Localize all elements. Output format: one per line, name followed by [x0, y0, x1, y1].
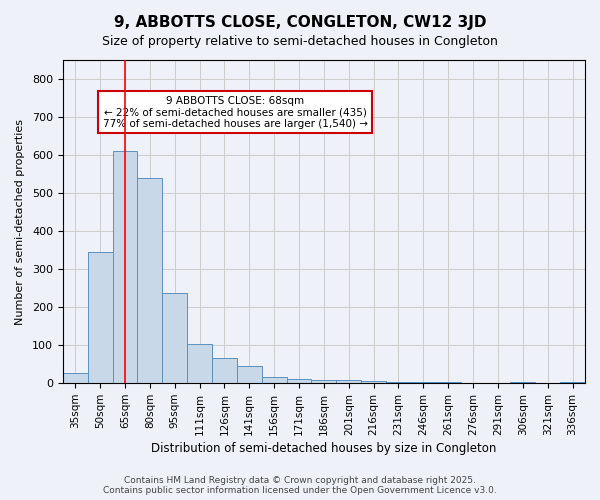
Bar [88, 252, 113, 383]
X-axis label: Distribution of semi-detached houses by size in Congleton: Distribution of semi-detached houses by … [151, 442, 497, 455]
Bar [162, 293, 187, 383]
Text: Size of property relative to semi-detached houses in Congleton: Size of property relative to semi-detach… [102, 35, 498, 48]
Bar [113, 152, 137, 383]
Bar [287, 380, 311, 383]
Bar [311, 380, 337, 383]
Bar [63, 373, 88, 383]
Bar [560, 382, 585, 383]
Bar [237, 366, 262, 383]
Bar [361, 381, 386, 383]
Text: Contains HM Land Registry data © Crown copyright and database right 2025.
Contai: Contains HM Land Registry data © Crown c… [103, 476, 497, 495]
Y-axis label: Number of semi-detached properties: Number of semi-detached properties [15, 118, 25, 324]
Bar [262, 376, 287, 383]
Bar [436, 382, 461, 383]
Text: 9 ABBOTTS CLOSE: 68sqm
← 22% of semi-detached houses are smaller (435)
77% of se: 9 ABBOTTS CLOSE: 68sqm ← 22% of semi-det… [103, 96, 368, 129]
Bar [386, 382, 411, 383]
Text: 9, ABBOTTS CLOSE, CONGLETON, CW12 3JD: 9, ABBOTTS CLOSE, CONGLETON, CW12 3JD [114, 15, 486, 30]
Bar [411, 382, 436, 383]
Bar [137, 178, 162, 383]
Bar [212, 358, 237, 383]
Bar [187, 344, 212, 383]
Bar [337, 380, 361, 383]
Bar [511, 382, 535, 383]
